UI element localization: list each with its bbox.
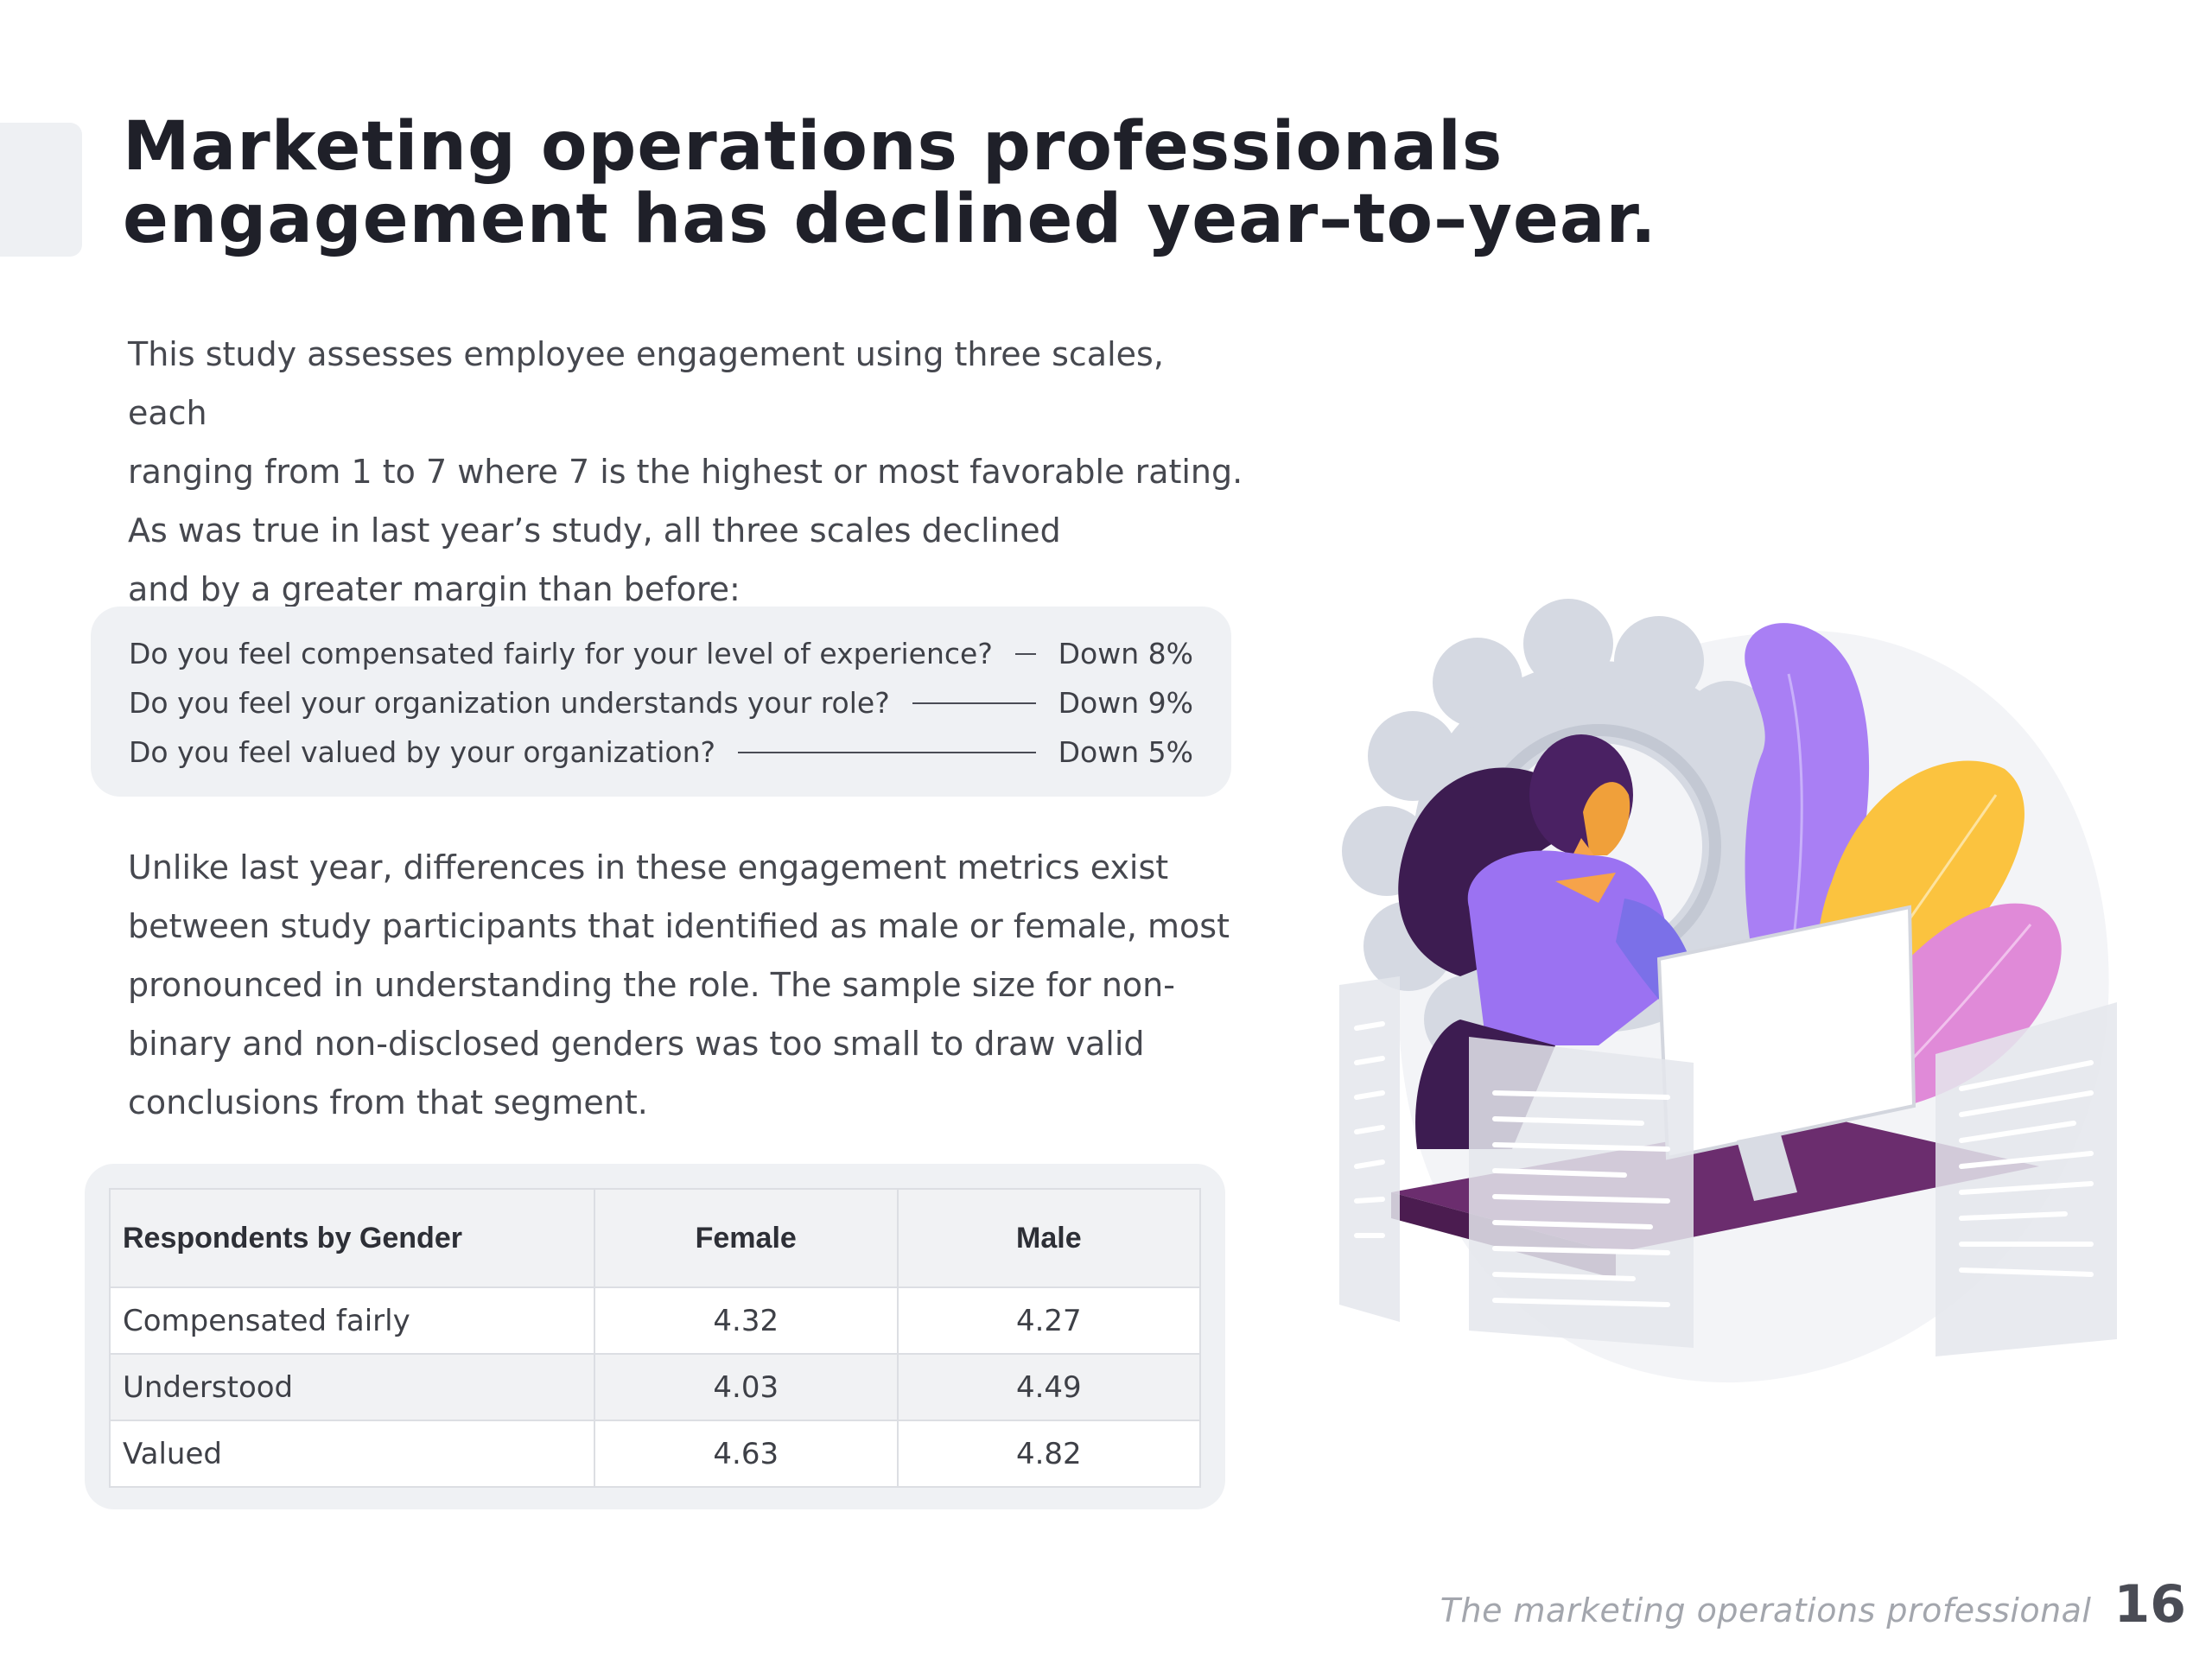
intro-line: ranging from 1 to 7 where 7 is the highe… xyxy=(128,453,1243,491)
question-change: Down 8% xyxy=(1058,637,1193,670)
table-cell: 4.49 xyxy=(896,1353,1202,1421)
intro-line: As was true in last year’s study, all th… xyxy=(128,511,1061,549)
footer: The marketing operations professional 16 xyxy=(1440,1574,2186,1635)
engagement-questions-box: Do you feel compensated fairly for your … xyxy=(91,607,1231,797)
question-change: Down 5% xyxy=(1058,735,1193,769)
body-line: pronounced in understanding the role. Th… xyxy=(128,966,1175,1004)
table-cell: 4.32 xyxy=(593,1286,899,1355)
question-text: Do you feel valued by your organization? xyxy=(129,735,716,769)
woman-figure xyxy=(1398,734,1763,1149)
table-cell-label: Compensated fairly xyxy=(109,1286,595,1355)
table-cell-label: Valued xyxy=(109,1420,595,1488)
body-line: binary and non-disclosed genders was too… xyxy=(128,1025,1145,1063)
gender-table-box: Respondents by Gender Female Male Compen… xyxy=(85,1164,1225,1509)
table-cell-label: Understood xyxy=(109,1353,595,1421)
accent-tab xyxy=(0,123,82,257)
page-title-line-2: engagement has declined year–to–year. xyxy=(123,181,1657,258)
table-row: Understood 4.03 4.49 xyxy=(109,1353,1202,1421)
table-cell: 4.82 xyxy=(896,1420,1202,1488)
body-line: between study participants that identifi… xyxy=(128,907,1230,945)
leader-line xyxy=(912,702,1036,704)
footer-publication-title: The marketing operations professional xyxy=(1440,1591,2092,1629)
question-change: Down 9% xyxy=(1058,686,1193,720)
page-number: 16 xyxy=(2113,1574,2187,1635)
woman-at-computer-illustration xyxy=(1339,599,2117,1383)
table-row: Valued 4.63 4.82 xyxy=(109,1420,1202,1488)
page-title-line-1: Marketing operations professionals xyxy=(123,108,1503,186)
leader-line xyxy=(1014,652,1036,655)
table-cell: 4.63 xyxy=(593,1420,899,1488)
page-title: Marketing operations professionals engag… xyxy=(123,111,1851,256)
body-line: Unlike last year, differences in these e… xyxy=(128,848,1169,886)
question-row: Do you feel valued by your organization?… xyxy=(129,727,1193,777)
leader-line xyxy=(738,751,1036,753)
question-row: Do you feel your organization understand… xyxy=(129,678,1193,727)
table-header-row: Respondents by Gender Female Male xyxy=(109,1188,1202,1288)
table-row: Compensated fairly 4.32 4.27 xyxy=(109,1286,1202,1355)
intro-line: This study assesses employee engagement … xyxy=(128,335,1164,432)
intro-paragraph: This study assesses employee engagement … xyxy=(128,325,1251,619)
body-line: conclusions from that segment. xyxy=(128,1083,648,1121)
body-paragraph: Unlike last year, differences in these e… xyxy=(128,838,1251,1132)
column-header: Male xyxy=(896,1188,1202,1288)
intro-line: and by a greater margin than before: xyxy=(128,570,741,608)
question-text: Do you feel compensated fairly for your … xyxy=(129,637,993,670)
table-cell: 4.03 xyxy=(593,1353,899,1421)
table-cell: 4.27 xyxy=(896,1286,1202,1355)
document-text-lines xyxy=(1354,1021,2094,1307)
column-header: Female xyxy=(593,1188,899,1288)
question-text: Do you feel your organization understand… xyxy=(129,686,890,720)
column-header: Respondents by Gender xyxy=(109,1188,595,1288)
gender-table: Respondents by Gender Female Male Compen… xyxy=(109,1188,1202,1488)
question-row: Do you feel compensated fairly for your … xyxy=(129,629,1193,678)
